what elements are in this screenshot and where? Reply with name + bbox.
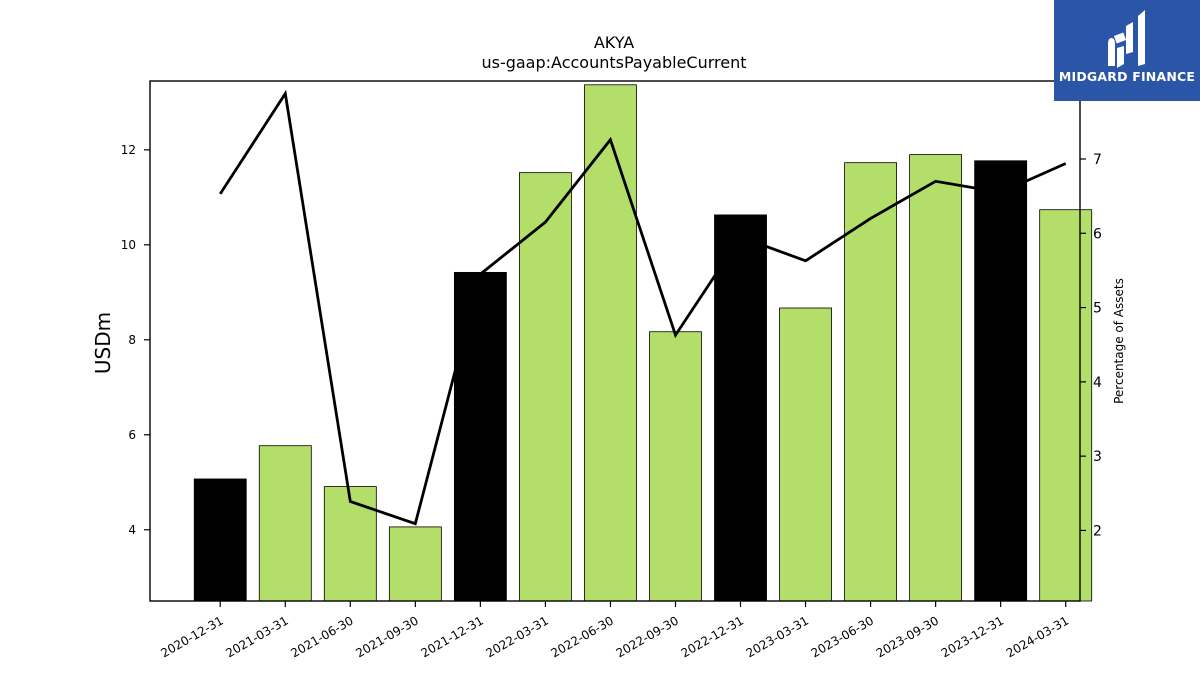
bar [193,478,247,602]
bar [714,214,767,602]
bar [974,160,1028,602]
y-tick-label: 4 [128,523,136,537]
bar [779,307,832,602]
bar [518,172,572,602]
y2-tick-label: 4 [1093,375,1102,391]
x-tick-label: 2023-06-30 [809,613,876,660]
series-line [219,89,1067,526]
logo-text: MIDGARD FINANCE [1058,69,1196,84]
y-tick-label: 6 [128,428,136,442]
bar [388,526,442,602]
y-axis-label: USDm [91,312,115,374]
x-tick-label: 2020-12-31 [158,613,225,660]
x-tick-label: 2023-03-31 [744,613,811,660]
bar [258,445,312,602]
bar [584,84,637,602]
y2-tick-label: 3 [1093,449,1102,465]
bar [649,331,702,602]
x-tick-label: 2024-03-31 [1004,613,1071,660]
plot-frame [149,80,1081,602]
x-tick-label: 2023-12-31 [939,613,1006,660]
chart-title: AKYA [594,33,634,52]
x-tick-label: 2023-09-30 [874,613,941,660]
y-tick-label: 10 [121,238,136,252]
x-tick-label: 2022-06-30 [549,613,616,660]
x-tick-label: 2022-09-30 [614,613,681,660]
y2-tick-label: 6 [1093,226,1102,242]
y2-tick-label: 5 [1093,301,1102,317]
midgard-finance-logo: MIDGARD FINANCE [1054,0,1200,101]
y-tick-label: 8 [128,333,136,347]
y2-tick-label: 2 [1093,523,1102,539]
bar [844,162,898,602]
y2-tick-label: 7 [1093,152,1102,168]
x-tick-label: 2021-12-31 [418,613,485,660]
x-tick-label: 2022-12-31 [679,613,746,660]
chart-subtitle: us-gaap:AccountsPayableCurrent [481,53,746,72]
x-tick-label: 2021-06-30 [288,613,355,660]
x-tick-label: 2022-03-31 [484,613,551,660]
y2-axis-label: Percentage of Assets [1112,278,1126,404]
x-tick-label: 2021-03-31 [223,613,290,660]
x-tick-label: 2021-09-30 [353,613,420,660]
bar [909,154,963,602]
bar [323,486,377,602]
logo-mark-icon [1108,10,1145,68]
bar [453,271,507,602]
y-tick-label: 12 [121,143,136,157]
bar [1039,209,1093,602]
